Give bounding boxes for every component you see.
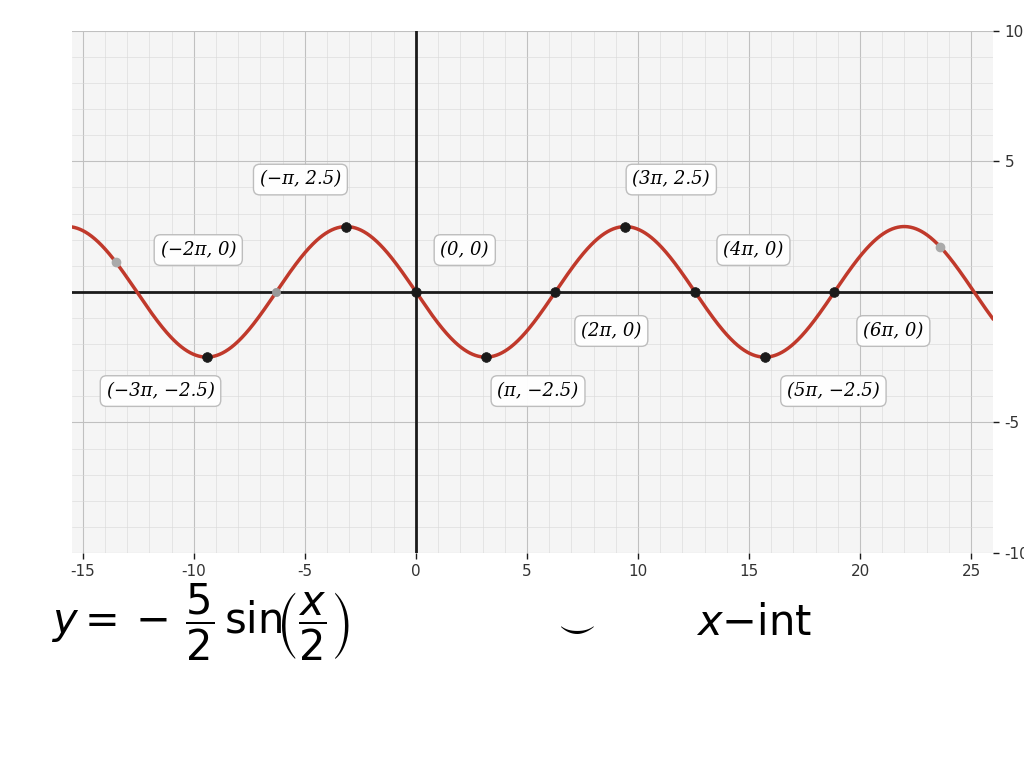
Text: $\smile$: $\smile$ [552,610,595,644]
Text: (6π, 0): (6π, 0) [863,322,924,340]
Text: (4π, 0): (4π, 0) [723,241,783,259]
Text: (5π, −2.5): (5π, −2.5) [787,382,880,400]
Text: (π, −2.5): (π, −2.5) [498,382,579,400]
Text: (0, 0): (0, 0) [440,241,489,259]
Text: $y = -\,\dfrac{5}{2}\,\mathrm{sin}\!\left(\dfrac{x}{2}\right)$: $y = -\,\dfrac{5}{2}\,\mathrm{sin}\!\lef… [51,582,350,664]
Text: (−2π, 0): (−2π, 0) [161,241,236,259]
Text: (3π, 2.5): (3π, 2.5) [633,170,710,189]
Text: $x\mathrm{-int}$: $x\mathrm{-int}$ [696,602,812,644]
Text: (−π, 2.5): (−π, 2.5) [260,170,341,189]
Text: (2π, 0): (2π, 0) [582,322,641,340]
Text: (−3π, −2.5): (−3π, −2.5) [106,382,214,400]
